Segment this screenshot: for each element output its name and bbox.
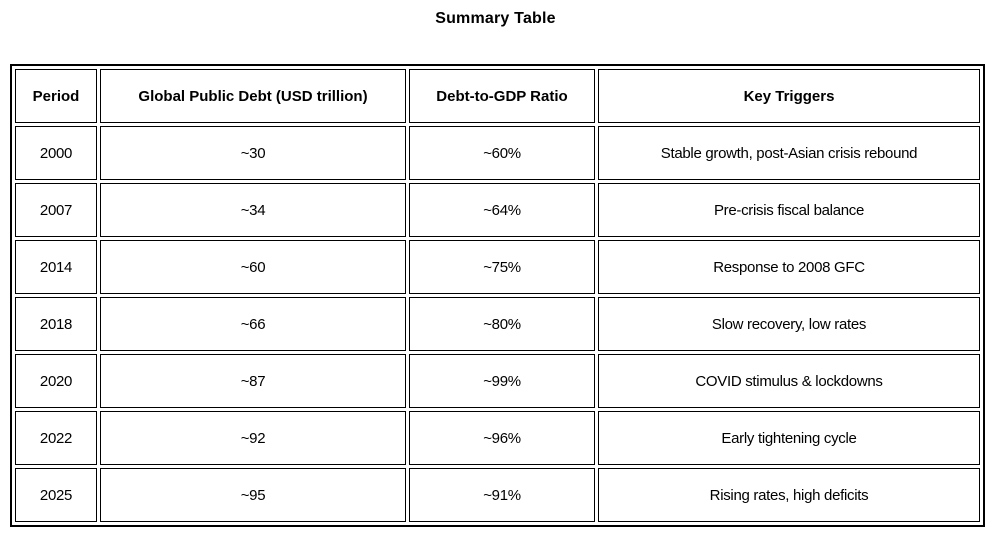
summary-table: Period Global Public Debt (USD trillion) D… xyxy=(10,64,985,527)
table-row: 2022 ~92 ~96% Early tightening cycle xyxy=(15,411,980,465)
table-row: 2020 ~87 ~99% COVID stimulus & lockdowns xyxy=(15,354,980,408)
table-header-row: Period Global Public Debt (USD trillion) D… xyxy=(15,69,980,123)
table-cell: 2000 xyxy=(15,126,97,180)
table-cell: 2020 xyxy=(15,354,97,408)
table-cell: ~75% xyxy=(409,240,595,294)
table-cell: Early tightening cycle xyxy=(598,411,980,465)
table-cell: Response to 2008 GFC xyxy=(598,240,980,294)
table-cell: COVID stimulus & lockdowns xyxy=(598,354,980,408)
table-cell: ~95 xyxy=(100,468,406,522)
table-row: 2025 ~95 ~91% Rising rates, high deficits xyxy=(15,468,980,522)
table-row: 2000 ~30 ~60% Stable growth, post-Asian cri… xyxy=(15,126,980,180)
table-row: 2007 ~34 ~64% Pre-crisis fiscal balance xyxy=(15,183,980,237)
table-cell: Slow recovery, low rates xyxy=(598,297,980,351)
table-cell: ~80% xyxy=(409,297,595,351)
column-header: Period xyxy=(15,69,97,123)
table-row: 2014 ~60 ~75% Response to 2008 GFC xyxy=(15,240,980,294)
table-cell: Pre-crisis fiscal balance xyxy=(598,183,980,237)
table-cell: ~60% xyxy=(409,126,595,180)
table-cell: 2025 xyxy=(15,468,97,522)
table-body: 2000 ~30 ~60% Stable growth, post-Asian cri… xyxy=(15,126,980,522)
table-cell: ~87 xyxy=(100,354,406,408)
table-cell: 2014 xyxy=(15,240,97,294)
table-cell: ~96% xyxy=(409,411,595,465)
page-title: Summary Table xyxy=(435,10,556,27)
table-cell: ~92 xyxy=(100,411,406,465)
table-cell: ~91% xyxy=(409,468,595,522)
column-header: Debt-to-GDP Ratio xyxy=(409,69,595,123)
table-cell: ~66 xyxy=(100,297,406,351)
table-cell: 2007 xyxy=(15,183,97,237)
table-cell: 2022 xyxy=(15,411,97,465)
table-cell: Rising rates, high deficits xyxy=(598,468,980,522)
table-cell: ~99% xyxy=(409,354,595,408)
table-cell: ~34 xyxy=(100,183,406,237)
column-header: Global Public Debt (USD trillion) xyxy=(100,69,406,123)
table-cell: 2018 xyxy=(15,297,97,351)
column-header: Key Triggers xyxy=(598,69,980,123)
table-cell: ~30 xyxy=(100,126,406,180)
table-cell: Stable growth, post-Asian crisis rebound xyxy=(598,126,980,180)
table-row: Period Global Public Debt (USD trillion) D… xyxy=(15,69,980,123)
table-cell: ~60 xyxy=(100,240,406,294)
table-row: 2018 ~66 ~80% Slow recovery, low rates xyxy=(15,297,980,351)
table-cell: ~64% xyxy=(409,183,595,237)
